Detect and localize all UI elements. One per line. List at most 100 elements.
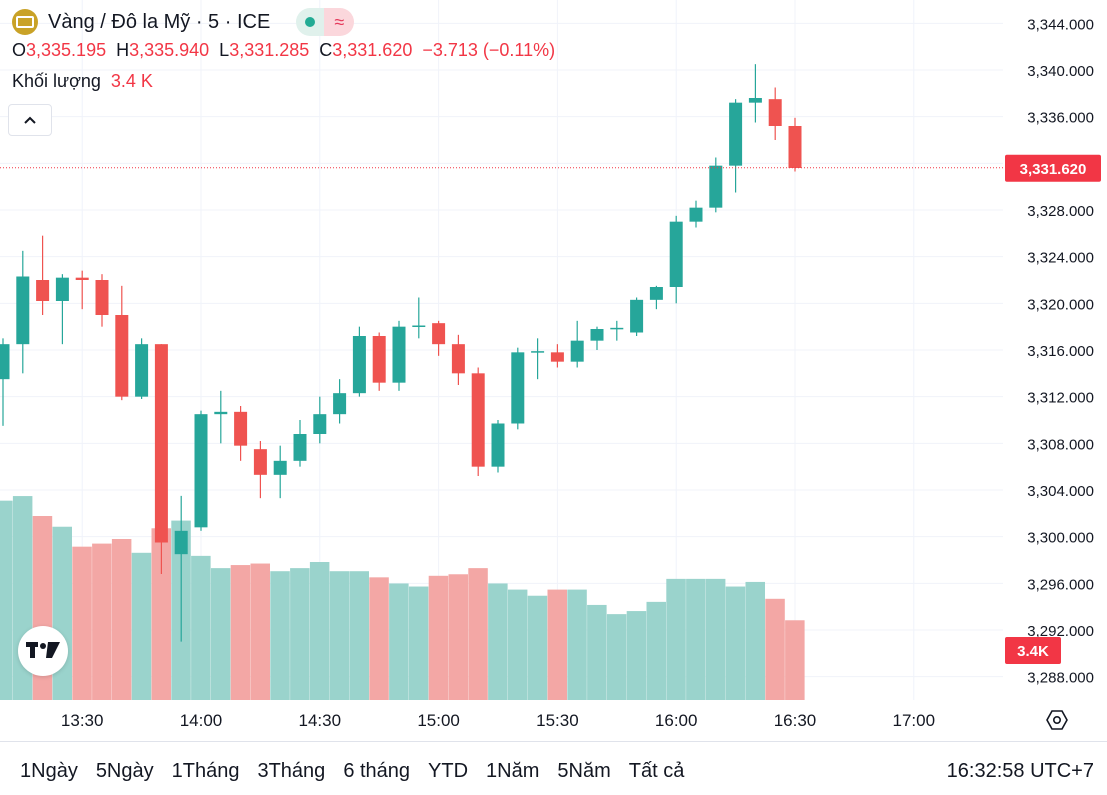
x-tick-label: 17:00 <box>893 711 936 730</box>
open-label: O <box>12 40 27 60</box>
volume-bar <box>488 583 508 700</box>
period-button[interactable]: 1Năm <box>486 760 540 782</box>
volume-bar <box>547 589 567 700</box>
candle-body <box>550 352 564 362</box>
x-tick-label: 14:30 <box>299 711 342 730</box>
approx-icon: ≈ <box>324 8 355 36</box>
change-value: −3.713 (−0.11%) <box>422 40 556 60</box>
candle-body <box>16 276 30 345</box>
period-button[interactable]: 5Ngày <box>95 760 154 782</box>
volume-bar <box>626 611 647 700</box>
tv-logo-icon <box>26 642 60 658</box>
x-tick-label: 15:30 <box>536 711 579 730</box>
volume-bar <box>765 598 785 700</box>
y-tick-label: 3,340.000 <box>1027 63 1094 80</box>
volume-legend: Khối lượng 3.4 K <box>12 71 153 92</box>
candle-body <box>352 336 366 394</box>
ohlc-legend: O3,335.195 H3,335.940 L3,331.285 C3,331.… <box>12 40 555 61</box>
candle-body <box>293 434 307 461</box>
volume-bar <box>785 620 805 700</box>
volume-bar <box>428 575 449 700</box>
y-tick-label: 3,288.000 <box>1027 670 1094 687</box>
open-value: 3,335.195 <box>26 40 107 60</box>
high-value: 3,335.940 <box>129 40 210 60</box>
candle-body <box>75 277 89 280</box>
symbol-title[interactable]: Vàng / Đô la Mỹ · 5 · ICE <box>48 10 271 33</box>
close-label: C <box>319 40 333 60</box>
volume-bar <box>745 581 765 700</box>
candle-body <box>689 207 703 222</box>
collapse-legend-button[interactable] <box>8 104 52 136</box>
y-tick-label: 3,320.000 <box>1027 296 1094 313</box>
candle-body <box>115 315 129 397</box>
period-button[interactable]: 1Ngày <box>20 760 78 782</box>
volume-bar <box>567 589 587 700</box>
market-open-dot-icon <box>296 8 325 36</box>
y-tick-label: 3,312.000 <box>1027 390 1094 407</box>
period-button[interactable]: Tất cả <box>628 760 685 782</box>
x-tick-label: 15:00 <box>417 711 460 730</box>
candle-body <box>174 530 188 555</box>
candle-body <box>511 352 525 424</box>
candle-body <box>234 411 248 446</box>
price-chart[interactable]: 3,344.0003,340.0003,336.0003,332.0003,32… <box>0 0 1107 741</box>
x-tick-label: 13:30 <box>61 711 104 730</box>
candle-body <box>768 99 782 126</box>
period-button[interactable]: 1Tháng <box>171 760 240 782</box>
volume-bar <box>705 578 726 700</box>
candle-body <box>313 414 327 434</box>
volume-bar <box>686 578 706 700</box>
candle-body <box>372 336 386 383</box>
volume-bar <box>507 589 528 700</box>
x-tick-label: 16:00 <box>655 711 698 730</box>
volume-bar <box>448 574 468 700</box>
candle-body <box>194 414 208 528</box>
current-volume-tag <box>1005 637 1061 664</box>
volume-label: Khối lượng <box>12 71 101 91</box>
candle-body <box>649 287 663 300</box>
symbol-header: Vàng / Đô la Mỹ · 5 · ICE ≈ <box>12 8 355 36</box>
candle-body <box>253 449 267 475</box>
chevron-up-icon <box>24 116 36 124</box>
bottom-toolbar: 1Ngày 5Ngày 1Tháng 3Tháng 6 tháng YTD 1Năm 5Năm… <box>0 741 1107 795</box>
volume-value: 3.4 K <box>110 71 153 91</box>
settings-icon[interactable] <box>1046 709 1068 731</box>
volume-bar <box>131 552 152 700</box>
candle-body <box>451 344 465 374</box>
candle-body <box>709 165 723 208</box>
volume-bar <box>72 546 92 700</box>
low-value: 3,331.285 <box>229 40 310 60</box>
high-label: H <box>116 40 130 60</box>
candle-body <box>154 344 168 543</box>
volume-bar <box>270 571 290 700</box>
period-button[interactable]: 6 tháng <box>343 760 411 782</box>
candle-body <box>669 221 683 287</box>
candle-body <box>471 373 485 467</box>
volume-bar <box>408 586 429 700</box>
volume-bar <box>210 568 231 700</box>
period-button[interactable]: 5Năm <box>557 760 611 782</box>
candle-body <box>273 460 287 475</box>
period-button[interactable]: 3Tháng <box>257 760 326 782</box>
tradingview-logo[interactable] <box>18 626 68 676</box>
current-volume-label: 3.4K <box>1017 643 1049 660</box>
volume-bar <box>329 571 350 700</box>
y-tick-label: 3,308.000 <box>1027 436 1094 453</box>
market-status-pill[interactable]: ≈ <box>296 8 355 36</box>
clock[interactable]: 16:32:58 UTC+7 <box>946 760 1094 782</box>
candle-body <box>36 280 50 301</box>
current-price-tag <box>1005 154 1101 182</box>
candle-body <box>610 327 624 330</box>
candle-body <box>630 299 644 333</box>
volume-bar <box>646 601 666 700</box>
volume-bar <box>527 595 548 700</box>
low-label: L <box>219 40 230 60</box>
close-value: 3,331.620 <box>332 40 413 60</box>
volume-bar <box>230 565 251 700</box>
volume-bar <box>468 568 488 700</box>
period-selector: 1Ngày 5Ngày 1Tháng 3Tháng 6 tháng YTD 1Năm 5Năm… <box>20 760 684 783</box>
candle-body <box>432 323 446 345</box>
period-button[interactable]: YTD <box>428 760 469 782</box>
volume-bar <box>309 562 330 700</box>
candle-body <box>214 411 228 415</box>
